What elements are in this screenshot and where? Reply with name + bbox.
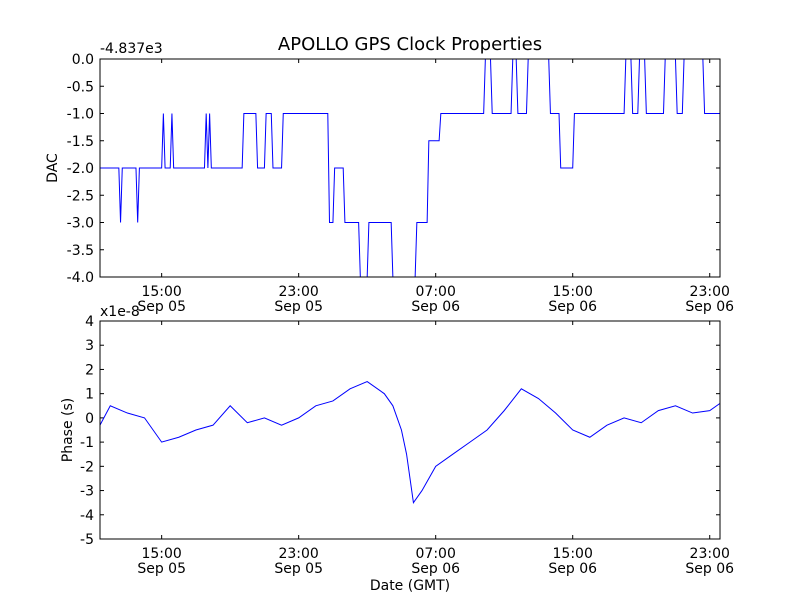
x-tick-label-date: Sep 06 [685,561,734,577]
y-tick-label: -2 [80,459,94,475]
phase-axes-frame [99,320,721,540]
y-tick-label: 1 [85,387,94,403]
x-tick-label-time: 23:00 [278,284,318,300]
phase-ylabel: Phase (s) [60,398,76,462]
x-tick-label-time: 23:00 [690,546,730,562]
chart-title: APOLLO GPS Clock Properties [278,34,542,55]
dac-y-tick-labels: 0.0 -0.5 -1.0 -1.5 -2.0 -2.5 -3.0 -3.5 -4.0 [67,52,94,286]
dac-series-line [100,58,720,278]
x-tick-label-time: 15:00 [141,546,181,562]
phase-y-tick-labels: 4 3 2 1 0 -1 -2 -3 -4 -5 [80,314,94,548]
y-tick-label: -5 [80,532,94,548]
dac-ylabel: DAC [45,153,61,183]
y-tick-label: -3.0 [67,216,94,232]
x-tick-label-date: Sep 06 [685,299,734,315]
x-tick-label-time: 15:00 [141,284,181,300]
phase-offset-label: x1e-8 [100,304,140,320]
y-tick-label: -4 [80,508,94,524]
y-tick-label: -4.0 [67,270,94,286]
y-tick-label: 0 [85,411,94,427]
x-tick-label-date: Sep 05 [137,299,186,315]
x-tick-label-date: Sep 05 [274,561,323,577]
x-tick-label-date: Sep 05 [274,299,323,315]
x-tick-label-time: 07:00 [416,284,456,300]
y-tick-label: -1.5 [67,134,94,150]
x-tick-label-time: 15:00 [553,284,593,300]
y-tick-label: -2.5 [67,188,94,204]
x-tick-label-date: Sep 06 [548,561,597,577]
y-tick-label: -3 [80,484,94,500]
x-tick-label-date: Sep 06 [548,299,597,315]
y-tick-label: -1.0 [67,107,94,123]
phase-xlabel: Date (GMT) [370,578,450,594]
phase-series-line [99,380,721,504]
y-tick-label: -1 [80,435,94,451]
x-tick-label-time: 07:00 [416,546,456,562]
y-tick-label: 4 [85,314,94,330]
y-tick-label: 0.0 [72,52,94,68]
x-tick-label-time: 23:00 [690,284,730,300]
x-tick-label-date: Sep 06 [411,561,460,577]
y-tick-label: -0.5 [67,79,94,95]
dac-offset-label: -4.837e3 [100,41,163,57]
x-tick-label-date: Sep 05 [137,561,186,577]
y-tick-label: 2 [85,362,94,378]
y-tick-label: -3.5 [67,243,94,259]
x-tick-label-time: 23:00 [278,546,318,562]
x-tick-label-time: 15:00 [553,546,593,562]
x-tick-label-date: Sep 06 [411,299,460,315]
y-tick-label: 3 [85,338,94,354]
dac-axes-frame [99,58,721,278]
y-tick-label: -2.0 [67,161,94,177]
